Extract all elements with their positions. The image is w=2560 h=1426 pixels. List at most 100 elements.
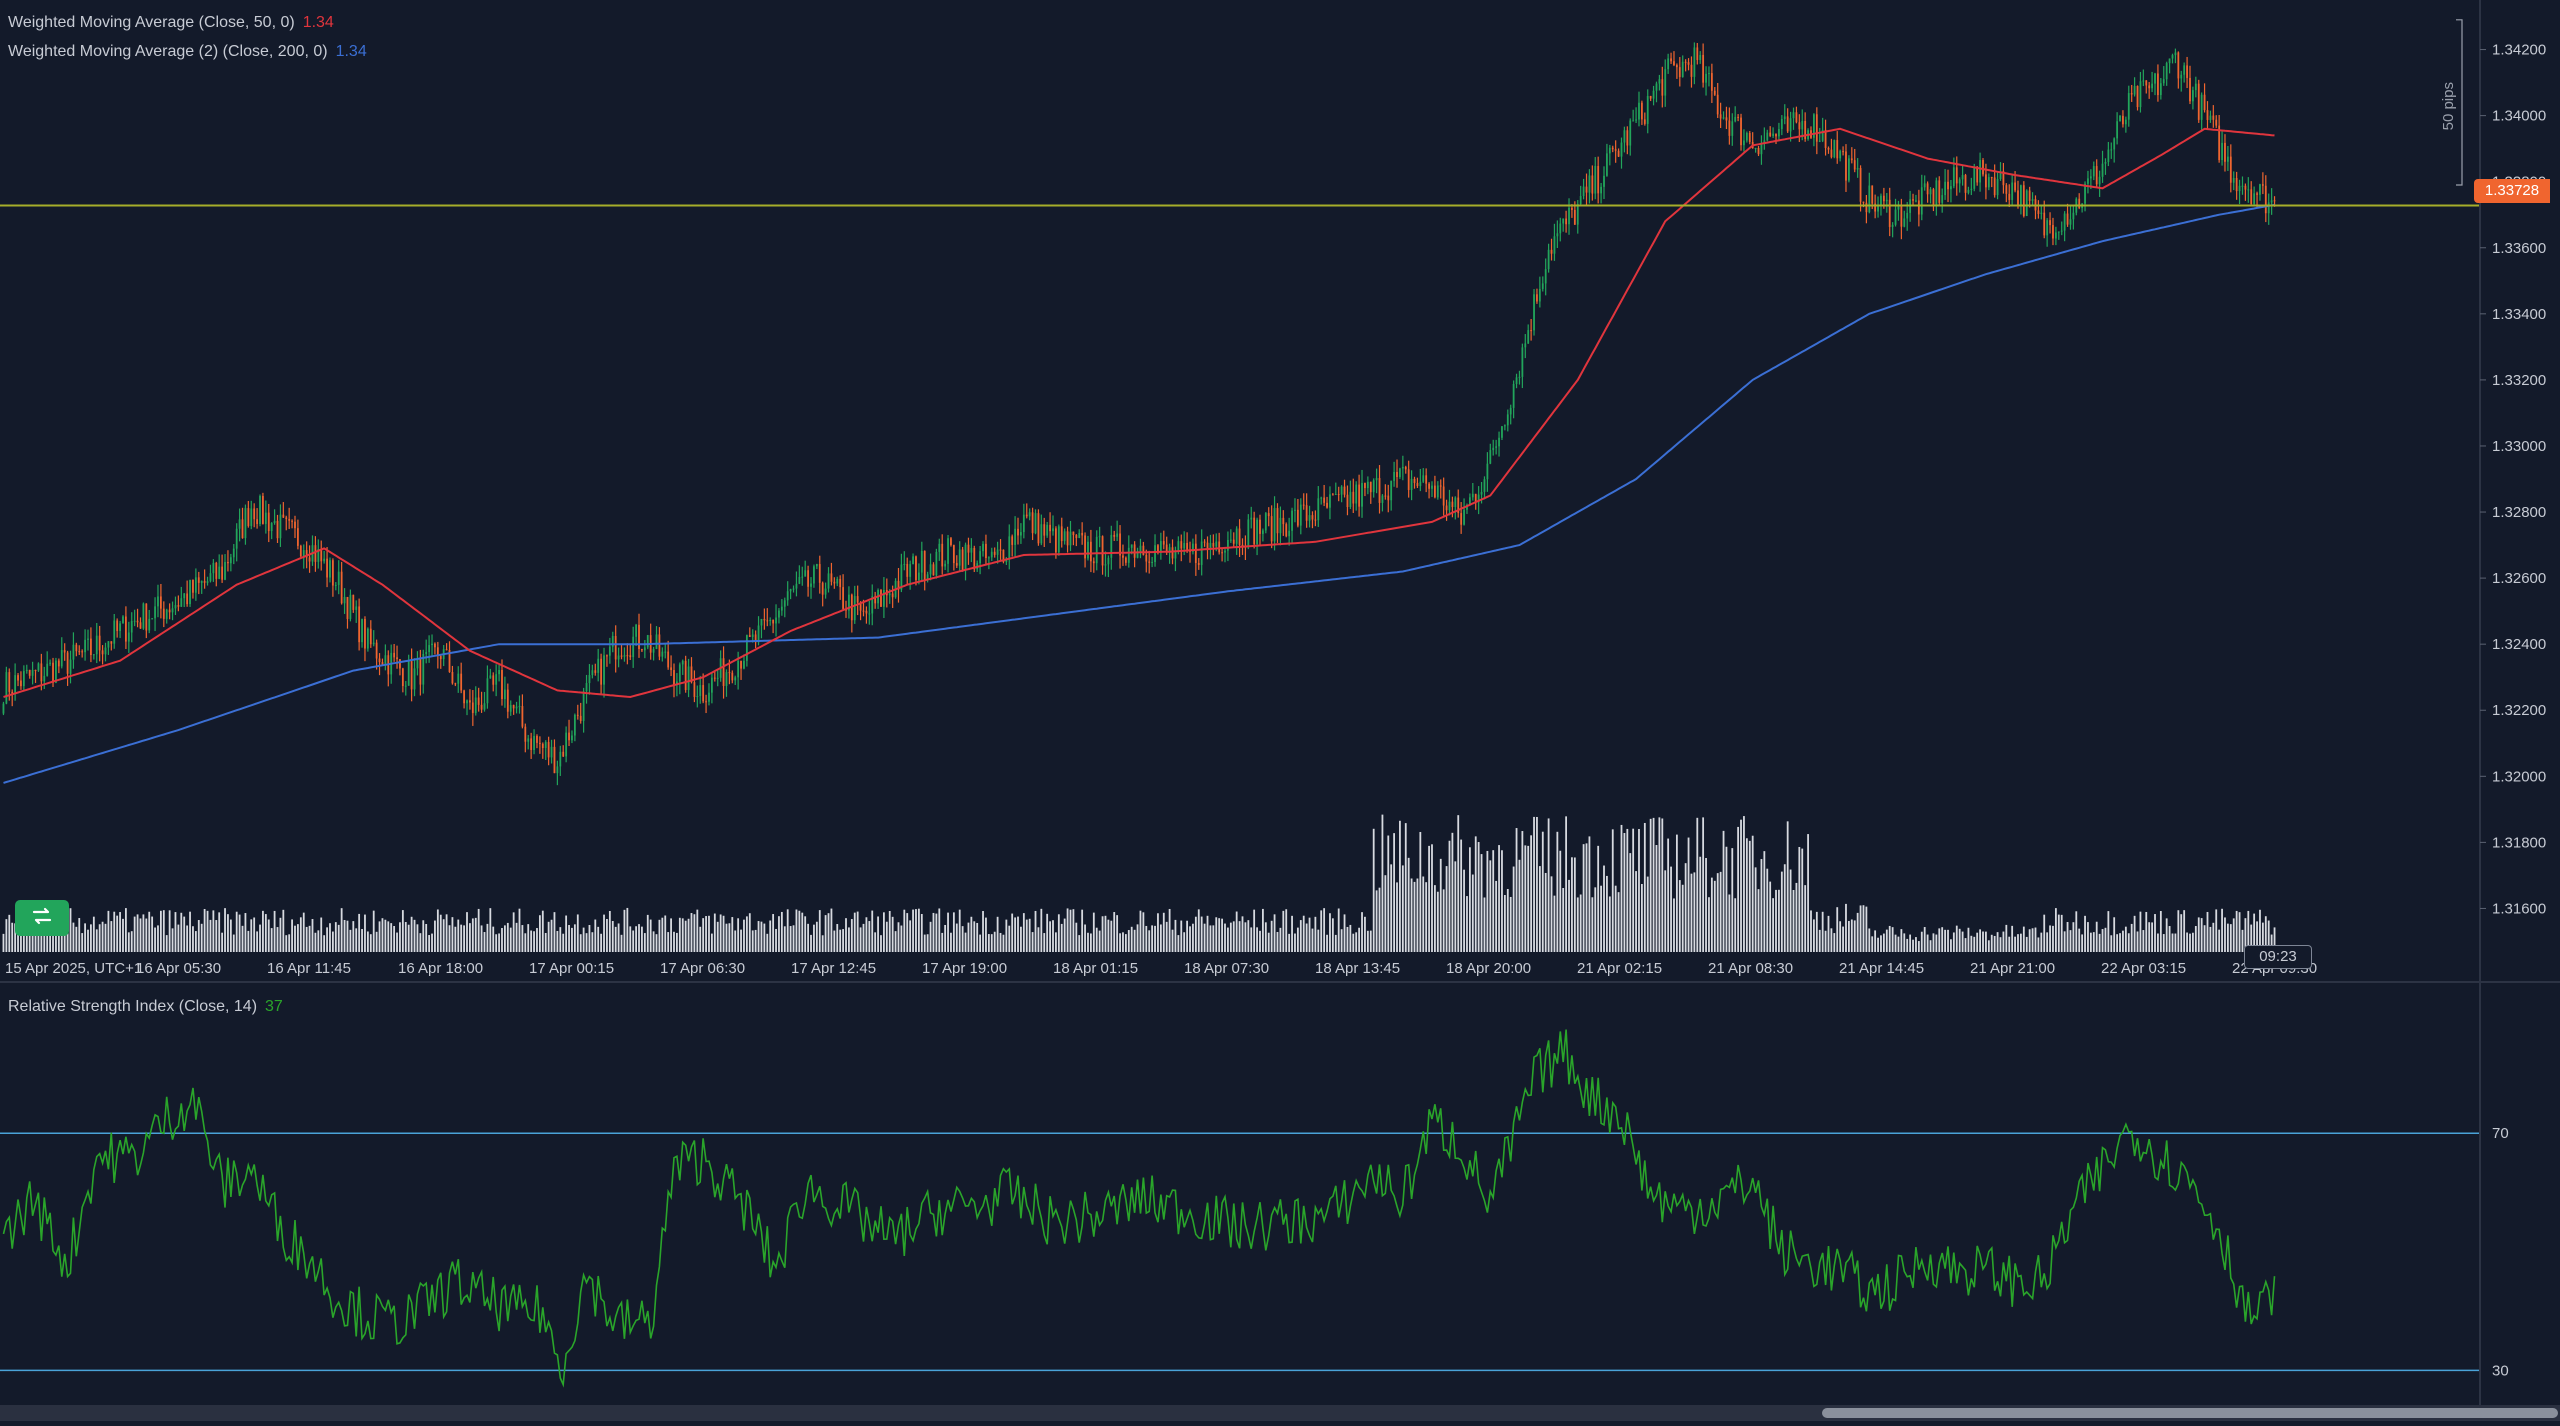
- volume-bar: [1241, 916, 1244, 952]
- candle-body: [2157, 73, 2159, 96]
- volume-bar: [745, 916, 748, 952]
- candle: [1320, 496, 1323, 505]
- legend-wma50[interactable]: Weighted Moving Average (Close, 50, 0) 1.…: [8, 14, 334, 32]
- candle-body: [582, 691, 585, 721]
- volume-bar: [1124, 934, 1127, 952]
- volume-bar: [734, 930, 737, 952]
- volume-bar: [1037, 927, 1040, 952]
- volume-bar: [422, 920, 425, 952]
- candle-body: [955, 563, 958, 566]
- replay-button[interactable]: [15, 900, 69, 936]
- candle-body: [748, 635, 751, 637]
- candle: [404, 681, 407, 696]
- candle-body: [1066, 531, 1069, 546]
- candle: [2081, 203, 2084, 213]
- candle: [323, 550, 326, 564]
- candle-body: [530, 738, 533, 751]
- candle-body: [1670, 58, 1672, 62]
- candle-body: [941, 543, 944, 567]
- volume-bar: [1296, 927, 1299, 952]
- candle: [1011, 534, 1014, 557]
- volume-bar: [2063, 931, 2066, 952]
- volume-bar: [740, 929, 742, 952]
- candle-body: [1320, 497, 1323, 499]
- volume-bar: [1451, 832, 1454, 952]
- candle-body: [1028, 512, 1031, 517]
- volume-bar: [194, 931, 197, 952]
- candle-body: [903, 563, 906, 565]
- candle-body: [1092, 561, 1095, 564]
- volume-bar: [1422, 876, 1425, 952]
- candle: [1780, 115, 1783, 136]
- candle-body: [125, 616, 127, 642]
- candle-body: [1815, 114, 1818, 142]
- horizontal-scrollbar[interactable]: [0, 1405, 2560, 1421]
- volume-bar: [1705, 857, 1707, 952]
- candle: [43, 666, 46, 689]
- candle-body: [1859, 168, 1862, 202]
- candle-body: [2052, 225, 2054, 239]
- candle: [821, 581, 824, 607]
- candle-body: [1623, 130, 1626, 143]
- candle-body: [1649, 95, 1652, 99]
- candle-body: [1582, 186, 1585, 197]
- candle: [1748, 130, 1751, 145]
- candle-body: [1571, 207, 1573, 210]
- candle: [463, 689, 465, 709]
- candle-body: [515, 706, 518, 709]
- volume-bar: [1699, 856, 1702, 952]
- legend-wma200[interactable]: Weighted Moving Average (2) (Close, 200,…: [8, 43, 367, 61]
- volume-bar: [1203, 923, 1206, 952]
- legend-rsi[interactable]: Relative Strength Index (Close, 14) 37: [8, 998, 283, 1016]
- candle: [1979, 152, 1981, 192]
- candle: [1337, 486, 1340, 502]
- candle: [1818, 127, 1821, 143]
- candle: [320, 540, 323, 571]
- volume-bar: [95, 929, 98, 952]
- candle-body: [1845, 151, 1847, 181]
- candle: [1311, 511, 1314, 529]
- candle-body: [810, 583, 812, 587]
- y-tick-label: 1.33600: [2492, 240, 2546, 257]
- candle-body: [130, 621, 133, 633]
- candle-body: [1562, 218, 1565, 224]
- candle: [1060, 517, 1063, 548]
- candle-body: [588, 675, 591, 684]
- candle: [547, 736, 550, 766]
- candle: [1288, 517, 1291, 546]
- candle: [571, 730, 573, 744]
- candle: [75, 642, 78, 657]
- candle: [66, 650, 69, 686]
- volume-bar: [483, 932, 486, 952]
- volume-bar: [256, 931, 258, 952]
- candle-body: [792, 588, 795, 590]
- candle-body: [378, 658, 381, 663]
- volume-bar: [492, 926, 495, 952]
- candle: [958, 541, 961, 572]
- volume-bar: [404, 922, 407, 952]
- candle: [1684, 59, 1687, 72]
- candle: [1606, 143, 1608, 177]
- candle: [2221, 131, 2223, 166]
- candle-body: [1323, 497, 1326, 503]
- candle: [617, 647, 620, 668]
- volume-bar: [880, 935, 882, 952]
- volume-bar: [1145, 925, 1148, 952]
- candle: [133, 609, 136, 627]
- candle-body: [1547, 249, 1550, 270]
- volume-bar: [987, 934, 990, 952]
- candle-body: [1139, 545, 1142, 552]
- candle-body: [192, 579, 194, 593]
- candle: [250, 500, 253, 530]
- scrollbar-thumb[interactable]: [1822, 1408, 2558, 1418]
- candle: [1457, 489, 1460, 518]
- volume-bar: [212, 910, 215, 952]
- volume-bar: [1279, 927, 1282, 952]
- candle: [1495, 439, 1498, 455]
- candle-body: [947, 538, 949, 564]
- volume-bar: [393, 926, 396, 952]
- candle-body: [1655, 83, 1658, 91]
- candle: [1722, 111, 1725, 120]
